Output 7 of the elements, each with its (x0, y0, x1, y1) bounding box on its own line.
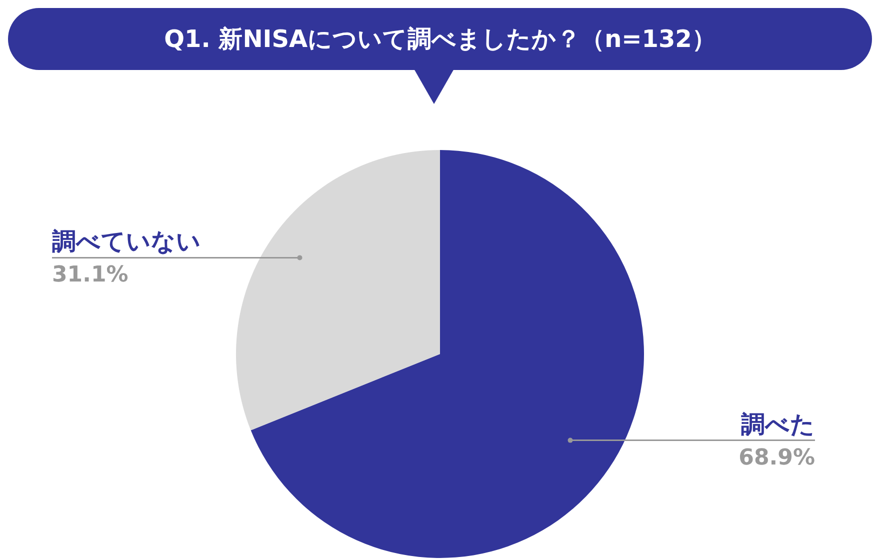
data-label: 31.1% (52, 262, 128, 288)
pie-slice (250, 150, 644, 558)
chart-title: Q1. 新NISAについて調べましたか？（n=132） (8, 8, 872, 70)
data-label: 68.9% (738, 445, 815, 470)
slice-label: 調べた (741, 410, 815, 438)
pie-slice (236, 150, 440, 430)
slice-label: 調べていない (52, 228, 201, 256)
